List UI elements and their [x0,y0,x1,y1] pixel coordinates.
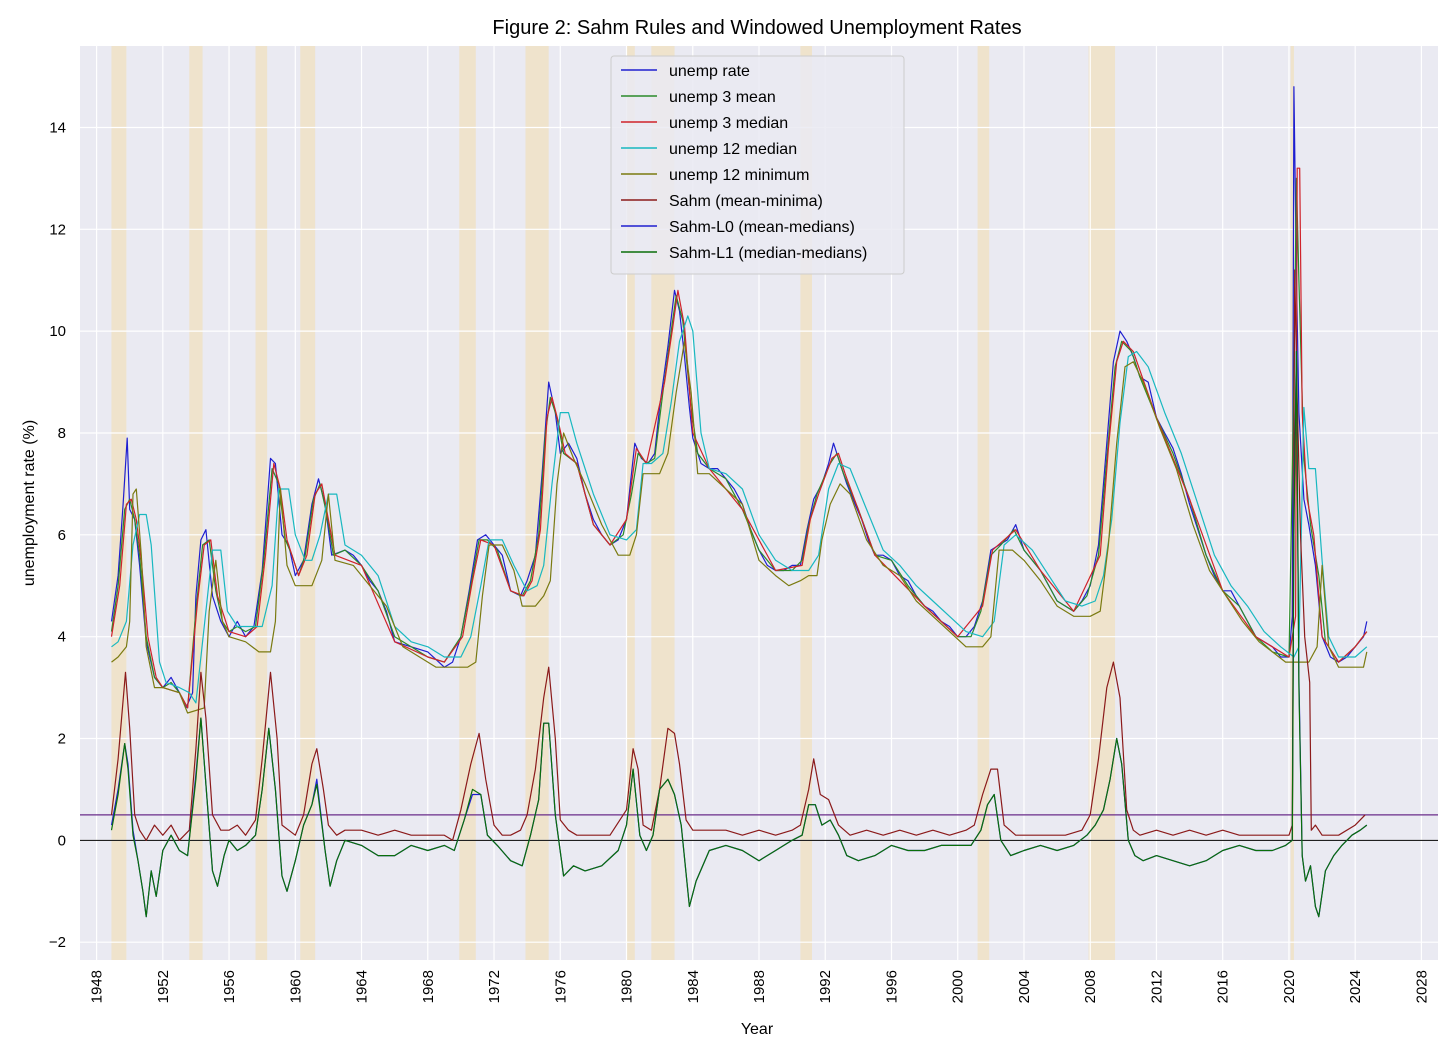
x-tick-label: 1980 [619,970,636,1003]
x-tick-label: 1964 [354,970,371,1003]
x-tick-label: 1960 [287,970,304,1003]
recession-band [459,46,476,960]
x-tick-label: 1988 [751,970,768,1003]
legend-label: unemp 12 minimum [669,167,810,184]
reference-lines [80,814,1438,841]
y-tick-label: 12 [49,221,66,238]
x-tick-label: 2004 [1016,970,1033,1003]
x-tick-label: 2012 [1148,970,1165,1003]
x-tick-label: 1984 [685,970,702,1003]
series-lines [110,86,1368,918]
series-line-unemp-3-mean [110,177,1368,709]
legend-label: Sahm-L1 (median-medians) [669,245,867,262]
y-tick-label: 10 [49,323,66,340]
x-tick-label: 2016 [1215,970,1232,1003]
x-tick-label: 1952 [155,970,172,1003]
series-line-unemp-3-median [110,167,1368,709]
x-tick-label: 1992 [817,970,834,1003]
y-tick-label: 2 [58,731,66,748]
x-tick-label: 1948 [89,970,106,1003]
y-tick-label: 14 [49,119,66,136]
x-tick-label: 1956 [221,970,238,1003]
series-line-unemp-12-minimum [111,340,1368,714]
y-tick-label: 6 [58,527,66,544]
x-tick-label: 2024 [1347,970,1364,1003]
recession-band [300,46,316,960]
legend-label: unemp 12 median [669,141,797,158]
x-tick-label: 1968 [420,970,437,1003]
recession-band [800,46,812,960]
legend-label: unemp rate [669,63,750,80]
recession-band [977,46,990,960]
x-tick-label: 1976 [552,970,569,1003]
recession-band [255,46,268,960]
x-tick-label: 1972 [486,970,503,1003]
legend-label: unemp 3 mean [669,89,776,106]
legend-label: Sahm (mean-minima) [669,193,823,210]
x-tick-label: 1996 [883,970,900,1003]
y-tick-label: 0 [58,832,66,849]
recession-band [626,46,635,960]
y-axis-ticks: −2 0 2 4 6 8 10 12 14 [49,119,66,951]
series-line-unemp-12-median [111,315,1368,704]
x-tick-label: 2020 [1281,970,1298,1003]
legend: unemp rate unemp 3 mean unemp 3 median unem… [610,55,905,275]
x-tick-label: 2028 [1413,970,1430,1003]
x-tick-label: 2000 [950,970,967,1003]
y-tick-label: −2 [49,934,66,951]
chart-title: Figure 2: Sahm Rules and Windowed Unempl… [492,17,1021,39]
y-tick-label: 4 [58,629,66,646]
legend-label: unemp 3 median [669,115,788,132]
x-axis-ticks: 1948 1952 1956 1960 1964 1968 1972 1976 1980 1984… [89,970,1431,1003]
legend-label: Sahm-L0 (mean-medians) [669,219,855,236]
y-tick-label: 8 [58,425,66,442]
recession-band [111,46,127,960]
x-tick-label: 2008 [1082,970,1099,1003]
series-line-sahm-l1-median-medians [110,350,1368,918]
legend-box [610,55,905,275]
y-axis-label: unemployment rate (%) [21,420,38,586]
recession-band [525,46,549,960]
x-axis-label: Year [741,1021,774,1038]
